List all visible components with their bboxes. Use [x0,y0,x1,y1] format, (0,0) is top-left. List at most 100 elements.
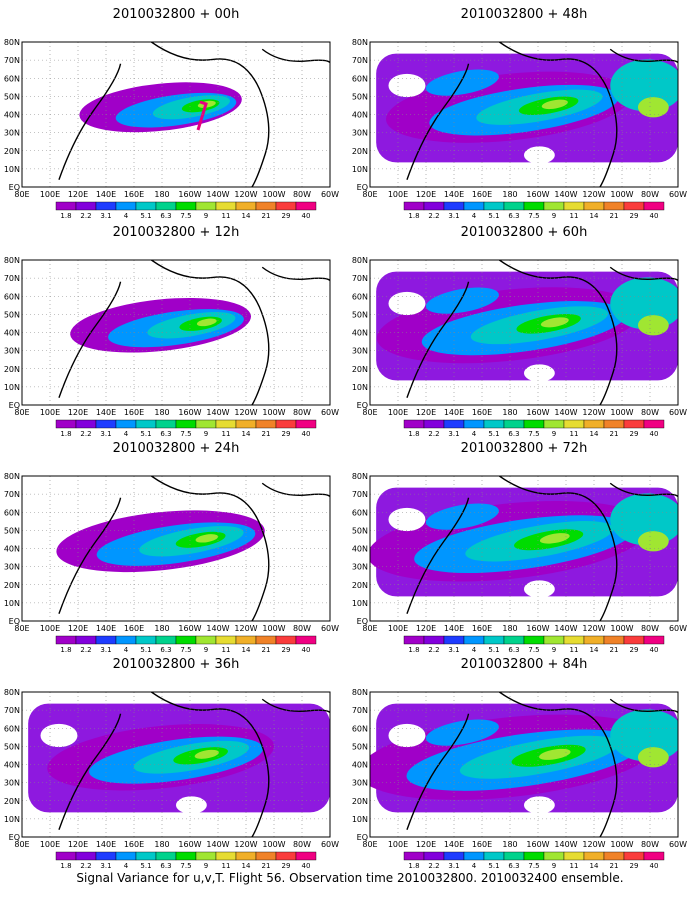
lon-label: 140W [206,840,229,849]
colorbar-swatch [95,419,117,429]
lat-label: 20N [352,581,368,590]
colorbar-swatch [115,851,137,861]
colorbar-label: 21 [262,430,271,438]
colorbar-label: 2.2 [428,430,439,438]
lon-label: 180 [502,624,517,633]
colorbar-swatch [503,851,525,861]
panel-title: 2010032800 + 00h [113,7,240,22]
colorbar-swatch [583,419,605,429]
colorbar-swatch [543,635,565,645]
lon-label: 100E [388,624,408,633]
colorbar-label: 40 [302,646,311,654]
map-panel: 2010032800 + 60h EQ 10N 20N 30N 40N 50N 60N 70N 8… [352,225,687,438]
colorbar-label: 3.1 [448,212,459,220]
colorbar-label: 40 [650,646,659,654]
colorbar-swatch [295,419,317,429]
lon-label: 160W [526,408,549,417]
colorbar-label: 2.2 [428,646,439,654]
colorbar-swatch [115,419,137,429]
colorbar-swatch [75,419,97,429]
lat-label: 10N [352,383,368,392]
lon-label: 160W [526,840,549,849]
lat-label: 70N [4,56,20,65]
colorbar-swatch [55,419,77,429]
colorbar-swatch [503,635,525,645]
colorbar-swatch [75,851,97,861]
lon-label: 80W [293,190,311,199]
colorbar-swatch [603,851,625,861]
lat-label: 80N [352,256,368,265]
colorbar-label: 7.5 [180,430,191,438]
lat-label: 60N [4,292,20,301]
panel-title: 2010032800 + 36h [113,657,240,672]
colorbar-label: 7.5 [528,862,539,870]
lon-label: 120E [68,190,88,199]
colorbar-swatch [603,419,625,429]
lon-label: 160W [178,624,201,633]
colorbar-swatch [603,201,625,211]
colorbar-swatch [175,419,197,429]
lat-label: 60N [4,724,20,733]
colorbar-label: 9 [204,430,208,438]
colorbar-swatch [483,635,505,645]
lat-label: 70N [352,706,368,715]
lat-label: 50N [4,92,20,101]
colorbar-label: 6.3 [160,212,171,220]
lon-label: 100E [40,624,60,633]
colorbar-swatch [95,851,117,861]
lon-label: 120E [416,408,436,417]
lon-label: 60W [321,624,339,633]
lat-label: 50N [352,92,368,101]
colorbar-label: 3.1 [448,862,459,870]
lon-label: 100E [388,190,408,199]
colorbar-label: 4 [472,862,477,870]
lat-label: EQ [9,617,20,626]
colorbar-swatch [55,201,77,211]
lat-label: 70N [352,490,368,499]
colorbar-swatch [195,635,217,645]
colorbar-swatch [583,635,605,645]
colorbar-swatch [563,419,585,429]
lon-label: 60W [669,840,687,849]
lon-label: 60W [669,190,687,199]
lat-label: EQ [357,401,368,410]
lon-label: 100W [262,190,285,199]
colorbar-label: 1.8 [408,430,419,438]
colorbar-swatch [135,201,157,211]
colorbar-swatch [623,419,645,429]
lon-label: 140W [206,624,229,633]
lon-label: 160E [472,840,492,849]
colorbar-swatch [155,851,177,861]
colorbar-swatch [215,851,237,861]
colorbar-label: 5.1 [140,862,151,870]
colorbar-swatch [215,635,237,645]
lon-label: 100E [40,840,60,849]
colorbar-label: 1.8 [408,862,419,870]
lon-label: 80W [641,408,659,417]
colorbar-label: 6.3 [160,430,171,438]
lat-label: 60N [4,74,20,83]
colorbar-label: 4 [124,862,129,870]
lat-label: 30N [4,347,20,356]
colorbar-swatch [403,201,425,211]
colorbar-swatch [483,419,505,429]
lon-label: 160E [124,840,144,849]
colorbar-swatch [403,635,425,645]
colorbar-label: 6.3 [160,646,171,654]
lat-label: 20N [4,797,20,806]
coastline [58,476,330,621]
colorbar-label: 6.3 [508,646,519,654]
lon-label: 160E [124,190,144,199]
lon-label: 60W [669,408,687,417]
lon-label: 80E [362,840,377,849]
lon-label: 180 [154,408,169,417]
lat-label: 50N [352,526,368,535]
colorbar-label: 9 [552,430,556,438]
coastline [58,42,330,187]
lat-label: 20N [352,147,368,156]
colorbar-swatch [75,201,97,211]
lon-label: 80E [362,190,377,199]
colorbar-swatch [603,635,625,645]
colorbar-label: 2.2 [80,862,91,870]
